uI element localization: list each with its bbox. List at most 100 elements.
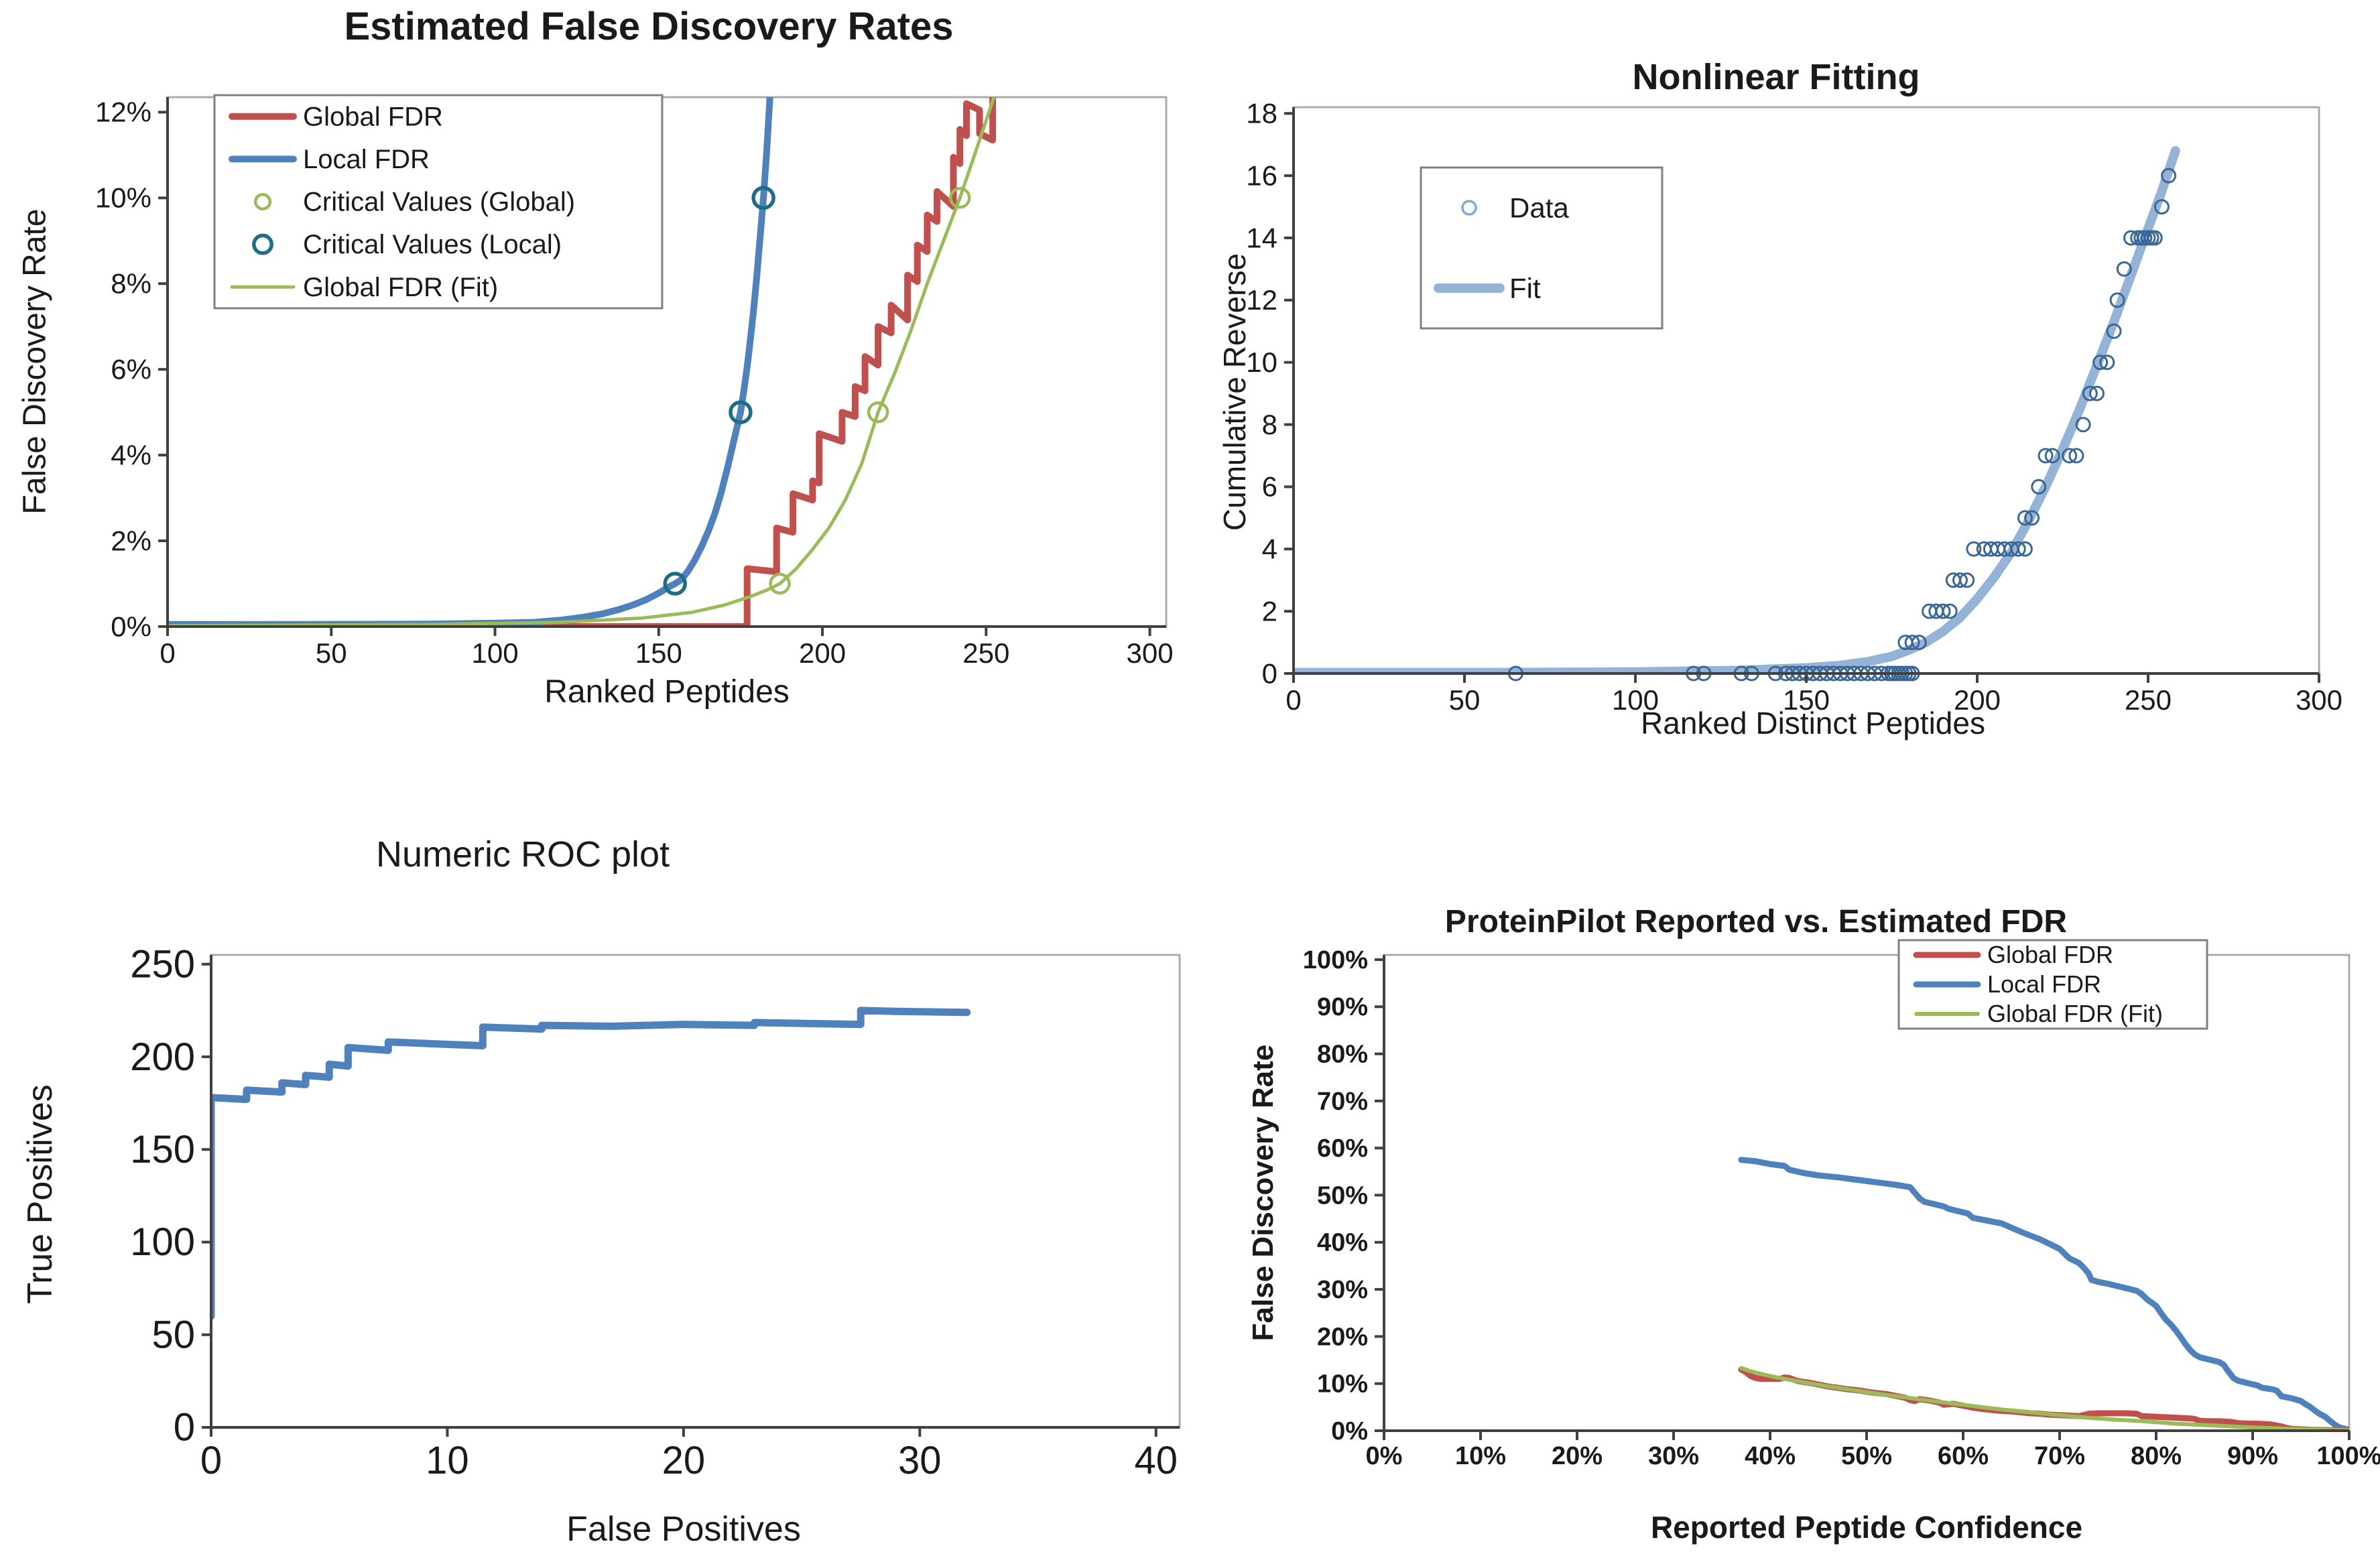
series-group (211, 1007, 971, 1320)
svg-text:14: 14 (1246, 222, 1277, 253)
y-axis-label: True Positives (21, 1084, 60, 1304)
svg-text:50: 50 (151, 1313, 195, 1356)
svg-text:60%: 60% (1317, 1135, 1368, 1163)
svg-text:0%: 0% (1366, 1442, 1403, 1470)
svg-text:4: 4 (1262, 533, 1277, 565)
chart-canvas-proteinpilot: 0% 10% 20% 30% 40% 50% 60% 70% 80% 90% 100% 0% 10% 20… (1303, 939, 2380, 1470)
series-global-fdr-fit- (168, 97, 996, 627)
svg-text:100: 100 (471, 637, 518, 669)
chart-title: Estimated False Discovery Rates (344, 5, 954, 48)
svg-text:30%: 30% (1317, 1276, 1368, 1304)
series-roc-curve (211, 1007, 971, 1320)
svg-text:Local FDR: Local FDR (303, 145, 430, 174)
svg-text:90%: 90% (2227, 1442, 2278, 1470)
chart-canvas-estimated-fdr: 0 50 100 150 200 250 300 0% 2% 4% 6% 8% 10% 12% Global… (95, 94, 1174, 669)
series-fit (1294, 146, 2180, 673)
svg-text:Critical Values (Local): Critical Values (Local) (303, 230, 562, 259)
svg-text:Global FDR: Global FDR (303, 102, 443, 131)
series-critical-values-global- (769, 187, 971, 595)
svg-text:10%: 10% (1455, 1442, 1506, 1470)
svg-text:10: 10 (1246, 346, 1277, 378)
svg-text:70%: 70% (2034, 1442, 2085, 1470)
svg-text:8: 8 (1262, 409, 1277, 440)
svg-text:Critical Values (Global): Critical Values (Global) (303, 188, 575, 217)
svg-text:150: 150 (1783, 684, 1830, 716)
svg-text:0: 0 (1262, 657, 1277, 689)
svg-text:70%: 70% (1317, 1088, 1368, 1116)
svg-text:50%: 50% (1841, 1442, 1892, 1470)
svg-text:150: 150 (635, 637, 682, 669)
legend: Global FDR Local FDR Critical Values (Glob… (213, 94, 664, 310)
svg-text:Global FDR (Fit): Global FDR (Fit) (303, 273, 498, 302)
x-axis-label: Ranked Peptides (544, 674, 790, 710)
svg-text:0: 0 (200, 1439, 222, 1482)
svg-text:80%: 80% (1317, 1041, 1368, 1069)
svg-text:16: 16 (1246, 159, 1277, 191)
svg-text:20%: 20% (1317, 1323, 1368, 1351)
svg-text:20%: 20% (1552, 1442, 1603, 1470)
svg-text:90%: 90% (1317, 993, 1368, 1021)
series-critical-values-local- (663, 186, 775, 596)
svg-text:50: 50 (316, 637, 347, 669)
svg-text:40%: 40% (1317, 1229, 1368, 1257)
svg-text:40: 40 (1134, 1439, 1178, 1482)
chart-canvas-roc: 0 10 20 30 40 0 50 100 150 200 250 (130, 943, 1181, 1482)
svg-text:2: 2 (1262, 595, 1277, 627)
svg-text:30: 30 (898, 1439, 942, 1482)
svg-text:Local FDR: Local FDR (1987, 970, 2101, 998)
svg-text:12%: 12% (95, 96, 151, 128)
svg-text:60%: 60% (1938, 1442, 1989, 1470)
series-local-fdr (1738, 1157, 2349, 1431)
svg-text:Data: Data (1509, 192, 1569, 223)
svg-text:80%: 80% (2131, 1442, 2182, 1470)
chart-canvas-nonlinear-fitting: 0 50 100 150 200 250 300 0 2 4 6 8 10 12 14 16 18 Data Fit (1246, 98, 2342, 716)
svg-text:50: 50 (1449, 684, 1481, 716)
series-group (168, 97, 997, 627)
svg-text:20: 20 (662, 1439, 706, 1482)
svg-text:100: 100 (1612, 684, 1659, 716)
svg-text:10%: 10% (95, 182, 151, 214)
x-axis-label: Reported Peptide Confidence (1650, 1510, 2083, 1545)
svg-text:10%: 10% (1317, 1370, 1368, 1399)
x-axis-label: Ranked Distinct Peptides (1641, 706, 1985, 740)
chart-numeric-roc-plot: 0 10 20 30 40 0 50 100 150 200 250 Numeric ROC plo… (0, 777, 1206, 1552)
svg-text:250: 250 (130, 943, 195, 986)
svg-text:6: 6 (1262, 471, 1277, 503)
svg-text:6%: 6% (111, 353, 151, 385)
legend: Data Fit (1420, 166, 1664, 330)
svg-text:Global FDR: Global FDR (1987, 941, 2113, 968)
svg-text:200: 200 (799, 637, 846, 669)
svg-text:0: 0 (160, 637, 175, 669)
y-axis-label: False Discovery Rate (17, 208, 53, 515)
chart-title: Numeric ROC plot (375, 834, 670, 875)
svg-text:Global FDR (Fit): Global FDR (Fit) (1987, 1000, 2163, 1027)
y-axis-label: Cumulative Reverse (1217, 253, 1252, 531)
svg-text:40%: 40% (1745, 1442, 1796, 1470)
svg-text:200: 200 (1954, 684, 2001, 716)
series-global-fdr (1738, 1366, 2349, 1431)
svg-text:4%: 4% (111, 439, 151, 470)
svg-text:200: 200 (130, 1035, 195, 1079)
svg-text:150: 150 (130, 1128, 195, 1171)
series-local-fdr (168, 97, 773, 627)
svg-text:100: 100 (130, 1220, 195, 1264)
svg-text:8%: 8% (111, 268, 151, 300)
svg-text:0: 0 (174, 1406, 195, 1449)
y-axis-label: False Discovery Rate (1247, 1044, 1279, 1342)
chart-title: ProteinPilot Reported vs. Estimated FDR (1444, 904, 2068, 940)
x-axis-label: False Positives (566, 1510, 801, 1549)
svg-text:10: 10 (426, 1439, 469, 1482)
chart-estimated-false-discovery-rates: 0 50 100 150 200 250 300 0% 2% 4% 6% 8% 10% 12% Global… (0, 0, 1206, 777)
svg-text:250: 250 (962, 637, 1009, 669)
svg-text:250: 250 (2125, 684, 2172, 716)
svg-text:50%: 50% (1317, 1181, 1368, 1210)
series-global-fdr (168, 97, 997, 627)
chart-proteinpilot-reported-vs-estimated-fdr: 0% 10% 20% 30% 40% 50% 60% 70% 80% 90% 100% 0% 10% 20… (1206, 777, 2380, 1552)
chart-title: Nonlinear Fitting (1632, 57, 1920, 97)
series-group (1738, 1157, 2349, 1431)
svg-text:100%: 100% (2316, 1442, 2380, 1470)
series-global-fdr-fit- (1739, 1366, 2349, 1431)
svg-text:300: 300 (1127, 637, 1174, 669)
svg-text:30%: 30% (1648, 1442, 1699, 1470)
